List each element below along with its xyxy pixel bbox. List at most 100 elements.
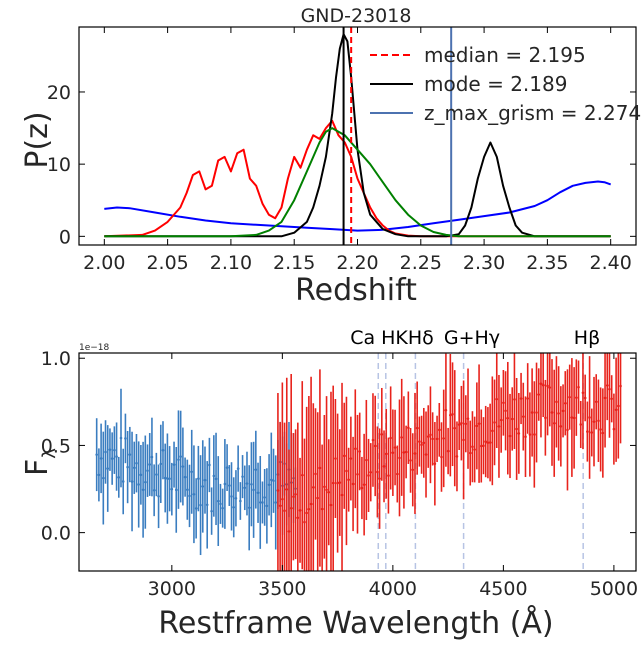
- spectrum-1-point-121: [544, 416, 547, 420]
- spectrum-0-point-43: [190, 470, 194, 474]
- spectrum-0-point-78: [267, 483, 271, 487]
- spectrum-xtick-label-2: 4000: [369, 578, 417, 600]
- spectrum-1-point-111: [521, 415, 525, 418]
- spectrum-1-point-32: [347, 478, 350, 482]
- spectrum-1-point-43: [371, 438, 375, 442]
- spectrum-1-point-96: [488, 441, 492, 444]
- spectrum-1-point-4: [285, 488, 289, 491]
- spectrum-1-point-78: [449, 413, 452, 417]
- pz-series-0: [104, 180, 612, 232]
- spectrum-0-point-21: [141, 488, 145, 492]
- spectrum-0-point-52: [210, 509, 213, 513]
- spectrum-1-point-36: [356, 472, 359, 476]
- spectrum-0-point-50: [205, 503, 209, 507]
- spectrum-1-point-148: [603, 396, 607, 400]
- spectrum-1-point-88: [471, 445, 474, 449]
- spectrum-0-point-60: [228, 484, 231, 487]
- spectrum-1-point-31: [345, 469, 348, 473]
- spectrum-0-point-66: [241, 475, 244, 478]
- spectrum-0-point-59: [225, 466, 229, 469]
- spectrum-1-point-41: [367, 474, 370, 477]
- spectrum-0-point-30: [161, 448, 165, 452]
- spectrum-0-point-80: [272, 479, 275, 483]
- spectrum-1-point-23: [327, 490, 331, 494]
- spectrum-1-point-76: [444, 408, 448, 412]
- spectrum-1-point-16: [311, 486, 315, 489]
- spectrum-1-point-103: [504, 409, 507, 413]
- spectrum-1-point-52: [391, 451, 395, 455]
- spectrum-1-point-146: [599, 428, 602, 431]
- spectrum-0-point-10: [117, 476, 121, 479]
- spectrum-1-point-68: [426, 435, 430, 438]
- spectrum-1-point-53: [393, 446, 397, 449]
- spectrum-0-point-27: [155, 473, 158, 476]
- spectrum-0-point-40: [183, 475, 187, 479]
- spectrum-0-point-64: [236, 467, 240, 470]
- spectrum-1-point-85: [464, 422, 468, 426]
- spectrum-1-point-117: [535, 411, 538, 414]
- spectrum-1-point-149: [605, 384, 609, 387]
- spectrum-0-point-71: [252, 488, 255, 492]
- spectrum-1-point-61: [411, 468, 415, 472]
- spectrum-1-point-134: [572, 416, 576, 420]
- spectrum-1-point-99: [495, 397, 499, 401]
- spectrum-1-point-29: [340, 493, 344, 497]
- spectrum-0-point-1: [97, 473, 101, 477]
- spectrum-1-point-2: [281, 497, 284, 501]
- spectrum-1-point-71: [433, 462, 437, 466]
- spectrum-1-point-129: [561, 409, 565, 413]
- spectrum-1-point-67: [424, 453, 428, 456]
- spectrum-1-point-137: [579, 423, 583, 426]
- pz-ytick-label-2: 20: [47, 82, 71, 104]
- spectrum-1-point-30: [342, 454, 346, 458]
- spectrum-1-point-27: [336, 481, 339, 485]
- spectrum-0-point-72: [254, 468, 258, 471]
- spectrum-1-point-120: [541, 383, 545, 387]
- spectrum-0-point-81: [274, 501, 278, 504]
- spectrum-1-point-112: [524, 435, 527, 439]
- spectrum-1-point-145: [597, 419, 600, 423]
- spectrum-0-point-48: [201, 485, 205, 488]
- spectrum-0-point-2: [99, 457, 103, 460]
- spectrum-1-point-126: [555, 400, 558, 404]
- spectrum-1-point-142: [590, 431, 594, 434]
- pz-ytick-label-0: 0: [59, 226, 71, 248]
- spectrum-1-point-64: [418, 440, 421, 443]
- spectrum-1-point-91: [477, 422, 481, 425]
- spectrum-1-point-11: [300, 473, 304, 477]
- spectrum-1-point-38: [360, 486, 364, 490]
- spectrum-1-point-141: [588, 416, 591, 419]
- spectrum-panel: 3000 3500 4000 4500 5000 0.0 0.5 1.0 1e−18 Ca …: [20, 327, 638, 641]
- spectrum-1-point-22: [325, 488, 328, 492]
- spectrum-1-point-65: [420, 443, 423, 447]
- spectrum-1-point-87: [468, 451, 472, 455]
- spectrum-0-point-67: [243, 486, 247, 490]
- spectrum-1-point-90: [475, 424, 479, 428]
- spectrum-0-point-33: [168, 477, 171, 481]
- spectrum-ytick-label-0: 0.0: [41, 523, 71, 545]
- pz-xtick-label-2: 2.10: [210, 252, 252, 274]
- spectrum-1-point-46: [378, 477, 381, 480]
- spectrum-0-point-22: [144, 480, 147, 484]
- spectrum-1-point-124: [550, 411, 554, 414]
- spectrum-0-point-36: [174, 488, 178, 492]
- spectrum-0-point-18: [135, 461, 138, 465]
- spectrum-1-point-105: [508, 434, 512, 438]
- spectrum-1-point-59: [407, 426, 410, 430]
- spectrum-1-point-107: [513, 398, 516, 401]
- spectrum-1-point-70: [431, 437, 434, 441]
- spectrum-0-point-19: [137, 483, 140, 486]
- spectrum-1-point-114: [528, 433, 532, 436]
- spectrum-0-point-26: [152, 488, 156, 492]
- spectrum-1-point-13: [305, 511, 308, 515]
- spectrum-1-point-79: [451, 412, 454, 416]
- pz-title: GND-23018: [301, 5, 412, 27]
- spectrum-1-point-77: [446, 449, 450, 453]
- spectrum-0-point-12: [121, 480, 125, 483]
- spectrum-0-point-34: [170, 487, 174, 491]
- pz-xtick-label-8: 2.40: [590, 252, 632, 274]
- spectrum-1-point-57: [402, 451, 406, 454]
- spectrum-1-point-21: [323, 485, 326, 489]
- spectrum-1-point-128: [559, 425, 563, 428]
- spectrum-1-point-104: [506, 416, 510, 420]
